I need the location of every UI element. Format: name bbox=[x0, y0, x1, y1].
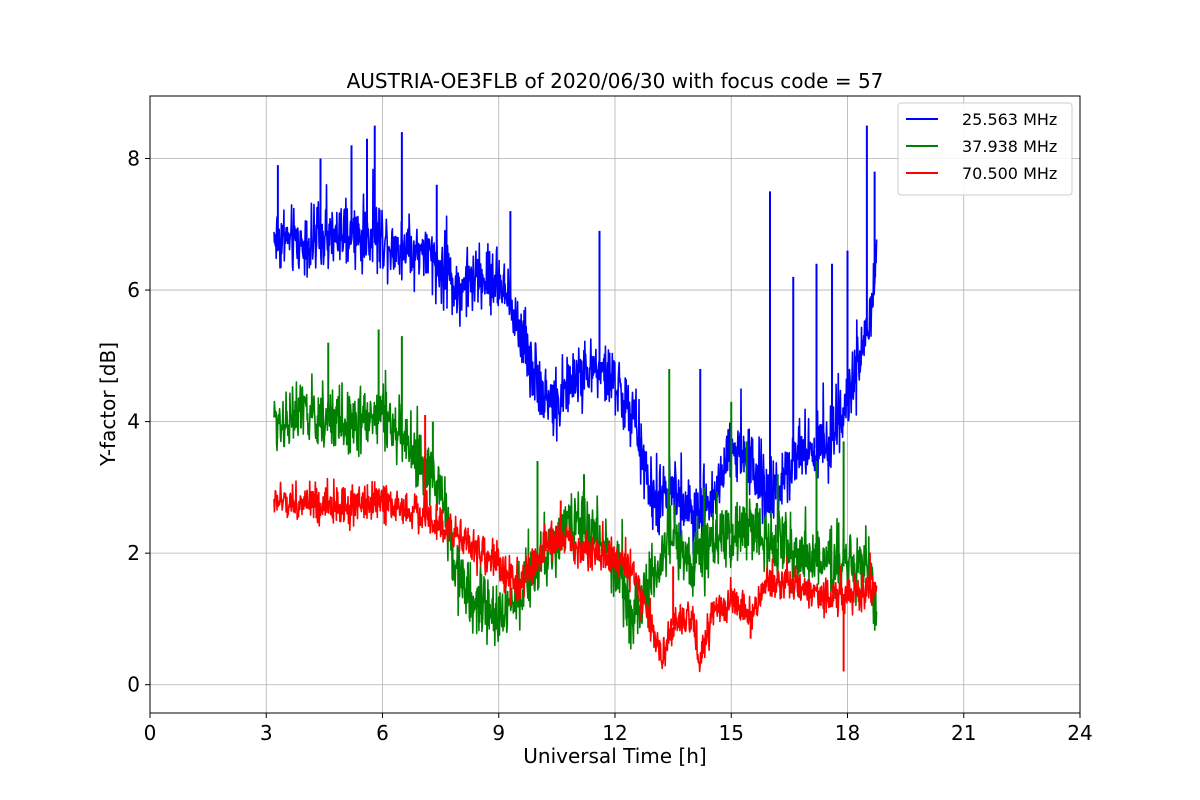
legend-label: 37.938 MHz bbox=[962, 137, 1057, 156]
x-tick-label: 21 bbox=[951, 721, 976, 745]
y-tick-label: 8 bbox=[127, 146, 140, 170]
legend-box bbox=[897, 102, 1073, 196]
x-tick-label: 24 bbox=[1067, 721, 1092, 745]
legend: 25.563 MHz 37.938 MHz 70.500 MHz bbox=[897, 102, 1073, 196]
y-tick-label: 4 bbox=[127, 410, 140, 434]
y-tick-label: 6 bbox=[127, 278, 140, 302]
x-tick-label: 0 bbox=[144, 721, 157, 745]
x-tick-label: 9 bbox=[492, 721, 505, 745]
chart-title: AUSTRIA-OE3FLB of 2020/06/30 with focus … bbox=[347, 69, 884, 93]
x-tick-label: 6 bbox=[376, 721, 389, 745]
series-line bbox=[273, 369, 878, 650]
y-tick-label: 0 bbox=[127, 673, 140, 697]
x-tick-label: 18 bbox=[835, 721, 860, 745]
x-tick-label: 15 bbox=[719, 721, 744, 745]
legend-label: 25.563 MHz bbox=[962, 110, 1057, 129]
x-tick-label: 3 bbox=[260, 721, 273, 745]
series-line bbox=[273, 477, 878, 673]
plot-area bbox=[273, 125, 878, 673]
x-tick-label: 12 bbox=[602, 721, 627, 745]
x-axis-label: Universal Time [h] bbox=[523, 744, 706, 768]
legend-label: 70.500 MHz bbox=[962, 164, 1057, 183]
y-tick-label: 2 bbox=[127, 541, 140, 565]
y-axis-label: Y-factor [dB] bbox=[96, 342, 120, 467]
